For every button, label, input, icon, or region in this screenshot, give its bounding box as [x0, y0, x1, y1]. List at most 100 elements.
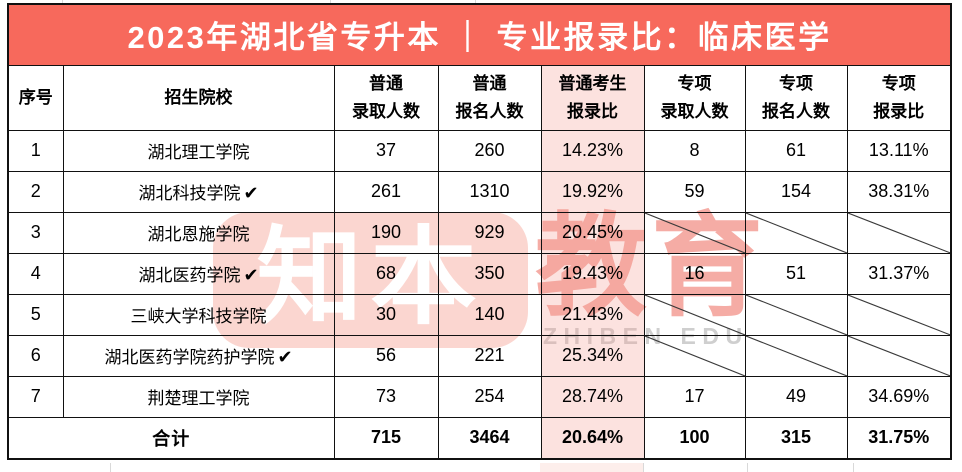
reg-admit-cell: 37 — [333, 129, 439, 172]
sp-admit-cell — [643, 293, 746, 336]
sp-ratio-cell — [846, 293, 952, 336]
diagonal-slash — [746, 213, 847, 253]
pink-cell-spill — [540, 463, 643, 472]
checkmark-icon: ✔ — [277, 347, 293, 367]
table-row: 1 湖北理工学院 37 260 14.23% 8 61 13.11% — [7, 129, 952, 172]
school-name-cell: 三峡大学科技学院 — [62, 293, 335, 336]
sp-admit-cell: 17 — [643, 375, 746, 418]
excel-gridline-stub — [110, 463, 111, 472]
admission-ratio-table: 2023年湖北省专升本 ｜ 专业报录比：临床医学 序号 招生院校 普通 录取人数… — [7, 3, 953, 460]
sp-apply-cell — [744, 334, 848, 377]
reg-apply-cell: 221 — [437, 334, 542, 377]
reg-ratio-cell: 19.43% — [540, 252, 645, 295]
excel-gridline-stub — [643, 463, 644, 472]
school-name-cell: 湖北医药学院药护学院 ✔ — [62, 334, 335, 377]
row-index-cell: 4 — [7, 252, 64, 295]
diagonal-slash — [645, 336, 745, 376]
diagonal-slash — [746, 336, 847, 376]
sp-ratio-cell: 34.69% — [846, 375, 952, 418]
sp-apply-cell — [744, 293, 848, 336]
sp-apply-cell: 49 — [744, 375, 848, 418]
col-header-reg-admit: 普通 录取人数 — [333, 64, 439, 131]
col-header-reg-apply: 普通 报名人数 — [437, 64, 542, 131]
checkmark-icon: ✔ — [243, 265, 259, 285]
sp-ratio-cell: 13.11% — [846, 129, 952, 172]
excel-gridline-stub — [62, 0, 63, 3]
table-row: 7 荆楚理工学院 73 254 28.74% 17 49 34.69% — [7, 375, 952, 418]
sp-apply-cell: 61 — [744, 129, 848, 172]
table-row: 6 湖北医药学院药护学院 ✔ 56 221 25.34% — [7, 334, 952, 377]
table-row: 5 三峡大学科技学院 30 140 21.43% — [7, 293, 952, 336]
title-banner-row: 2023年湖北省专升本 ｜ 专业报录比：临床医学 — [7, 3, 952, 66]
excel-gridline-stub — [330, 0, 331, 3]
reg-admit-cell: 261 — [333, 170, 439, 213]
col-header-sp-apply: 专项 报名人数 — [744, 64, 848, 131]
diagonal-slash — [645, 213, 745, 253]
reg-admit-cell: 56 — [333, 334, 439, 377]
sp-ratio-cell — [846, 211, 952, 254]
reg-admit-cell: 190 — [333, 211, 439, 254]
table-row: 4 湖北医药学院 ✔ 68 350 19.43% 16 51 31.37% — [7, 252, 952, 295]
table-body: 1 湖北理工学院 37 260 14.23% 8 61 13.11% 2 湖北科… — [7, 129, 952, 418]
school-name-cell: 湖北医药学院 ✔ — [62, 252, 335, 295]
reg-ratio-cell: 28.74% — [540, 375, 645, 418]
col-header-sp-ratio: 专项 报录比 — [846, 64, 952, 131]
col-header-sp-admit: 专项 录取人数 — [643, 64, 746, 131]
row-index-cell: 5 — [7, 293, 64, 336]
total-reg-admit: 715 — [333, 416, 439, 460]
sp-ratio-cell: 38.31% — [846, 170, 952, 213]
col-header-index: 序号 — [7, 64, 64, 131]
reg-apply-cell: 140 — [437, 293, 542, 336]
reg-apply-cell: 929 — [437, 211, 542, 254]
excel-gridline-stub — [853, 463, 854, 472]
diagonal-slash — [848, 336, 951, 376]
row-index-cell: 1 — [7, 129, 64, 172]
row-index-cell: 7 — [7, 375, 64, 418]
reg-apply-cell: 254 — [437, 375, 542, 418]
school-name-cell: 湖北科技学院 ✔ — [62, 170, 335, 213]
total-sp-admit: 100 — [643, 416, 746, 460]
sp-apply-cell — [744, 211, 848, 254]
diagonal-slash — [645, 295, 745, 335]
sp-admit-cell — [643, 334, 746, 377]
diagonal-slash — [848, 295, 951, 335]
reg-ratio-cell: 20.45% — [540, 211, 645, 254]
total-reg-ratio: 20.64% — [540, 416, 645, 460]
reg-ratio-cell: 14.23% — [540, 129, 645, 172]
school-name-cell: 湖北理工学院 — [62, 129, 335, 172]
total-sp-apply: 315 — [744, 416, 848, 460]
col-header-reg-ratio: 普通考生 报录比 — [540, 64, 645, 131]
sp-ratio-cell — [846, 334, 952, 377]
sp-apply-cell: 51 — [744, 252, 848, 295]
table-row: 2 湖北科技学院 ✔ 261 1310 19.92% 59 154 38.31% — [7, 170, 952, 213]
checkmark-icon: ✔ — [243, 183, 259, 203]
sp-ratio-cell: 31.37% — [846, 252, 952, 295]
sp-apply-cell: 154 — [744, 170, 848, 213]
table-header-row: 序号 招生院校 普通 录取人数 普通 报名人数 普通考生 报录比 专项 录取人数… — [7, 64, 952, 131]
reg-ratio-cell: 25.34% — [540, 334, 645, 377]
total-sp-ratio: 31.75% — [846, 416, 952, 460]
reg-apply-cell: 1310 — [437, 170, 542, 213]
total-row: 合计 715 3464 20.64% 100 315 31.75% — [7, 416, 952, 460]
total-reg-apply: 3464 — [437, 416, 542, 460]
reg-apply-cell: 350 — [437, 252, 542, 295]
row-index-cell: 2 — [7, 170, 64, 213]
sp-admit-cell: 16 — [643, 252, 746, 295]
page-title: 2023年湖北省专升本 ｜ 专业报录比：临床医学 — [7, 3, 952, 66]
reg-ratio-cell: 21.43% — [540, 293, 645, 336]
row-index-cell: 6 — [7, 334, 64, 377]
reg-admit-cell: 73 — [333, 375, 439, 418]
reg-admit-cell: 68 — [333, 252, 439, 295]
school-name-cell: 荆楚理工学院 — [62, 375, 335, 418]
diagonal-slash — [848, 213, 951, 253]
excel-gridline-stub — [747, 463, 748, 472]
sp-admit-cell — [643, 211, 746, 254]
diagonal-slash — [746, 295, 847, 335]
reg-apply-cell: 260 — [437, 129, 542, 172]
table-container: 知本 教育 ZHIBEN EDU 2023年湖北省专升本 ｜ 专业报录比：临床医… — [7, 3, 953, 460]
total-label: 合计 — [7, 416, 335, 460]
sp-admit-cell: 8 — [643, 129, 746, 172]
row-index-cell: 3 — [7, 211, 64, 254]
sp-admit-cell: 59 — [643, 170, 746, 213]
